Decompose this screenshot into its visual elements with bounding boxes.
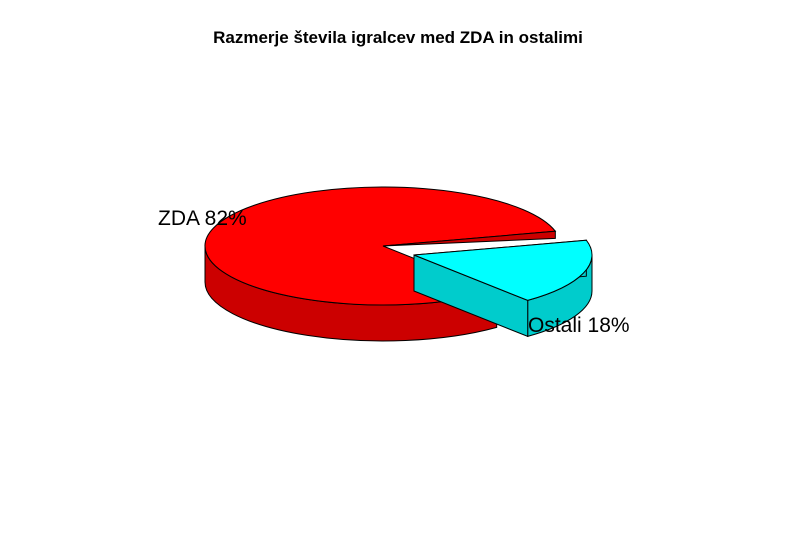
pie-label-zda: ZDA 82% — [158, 207, 247, 230]
chart-title: Razmerje števila igralcev med ZDA in ost… — [213, 28, 583, 47]
pie-slice-zda-top — [204, 186, 557, 306]
pie-label-ostali: Ostali 18% — [528, 314, 630, 337]
pie-inner-wedge — [382, 230, 556, 247]
pie-slice-ostali-top — [413, 239, 593, 301]
